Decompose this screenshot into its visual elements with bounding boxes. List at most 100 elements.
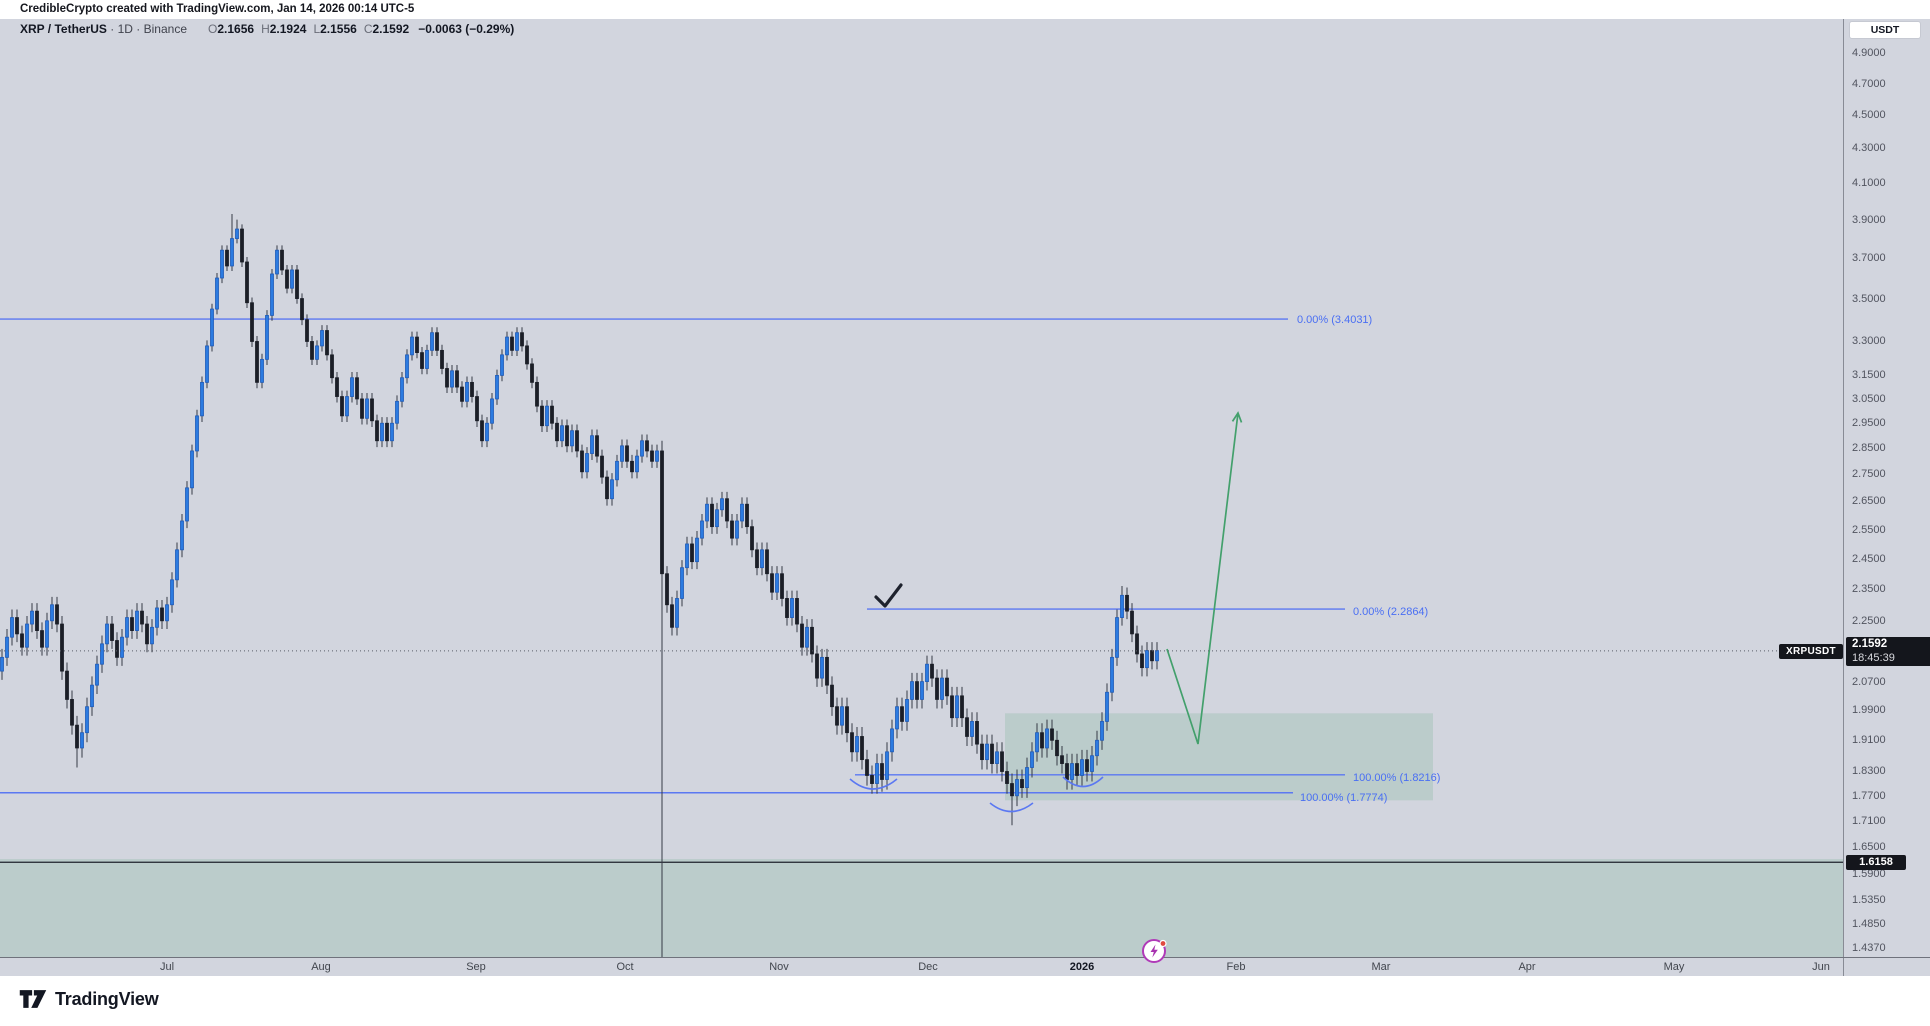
time-tick: Jul — [159, 961, 175, 973]
candle-down — [440, 349, 444, 369]
candle-up — [775, 573, 779, 593]
candle-up — [940, 677, 944, 700]
arc-drawing[interactable] — [989, 802, 1034, 813]
fib-retracement-lines[interactable] — [0, 318, 1345, 794]
candle-down — [930, 663, 934, 679]
candle-up — [970, 721, 974, 737]
candle-up — [905, 699, 909, 722]
time-tick: Apr — [1518, 961, 1536, 973]
candle-up — [105, 623, 109, 645]
candle-down — [455, 370, 459, 388]
candle-up — [25, 623, 29, 648]
candle-up — [45, 620, 49, 648]
time-tick: Jun — [1812, 961, 1830, 973]
candle-down — [330, 354, 334, 379]
currency-button[interactable]: USDT — [1849, 21, 1921, 39]
candle-up — [1100, 721, 1104, 741]
candle-down — [240, 228, 244, 263]
time-tick: Sep — [466, 961, 486, 973]
candle-up — [125, 617, 129, 638]
candle-down — [70, 699, 74, 726]
candle-down — [670, 604, 674, 628]
candle-down — [1135, 633, 1139, 655]
candle-up — [1095, 739, 1099, 757]
candle-down — [575, 430, 579, 452]
price-tick: 2.2500 — [1852, 614, 1886, 627]
candle-up — [100, 643, 104, 665]
candle-down — [20, 633, 24, 648]
candle-down — [1055, 739, 1059, 757]
flash-icon[interactable] — [1140, 937, 1170, 967]
candle-up — [50, 604, 54, 622]
alert-price-label: 1.6158 — [1846, 855, 1906, 870]
candle-down — [745, 503, 749, 528]
candle-up — [165, 604, 169, 622]
candle-down — [815, 653, 819, 679]
arc-drawing[interactable] — [1062, 776, 1104, 788]
attribution-text: CredibleCrypto created with TradingView.… — [20, 3, 415, 15]
price-tick: 3.0500 — [1852, 392, 1886, 405]
arc-drawings[interactable] — [849, 776, 1104, 813]
candle-down — [950, 695, 954, 719]
candle-up — [180, 520, 184, 551]
symbol-price-label: XRPUSDT — [1779, 644, 1843, 659]
interval-label[interactable]: 1D — [117, 22, 133, 36]
bottom-band[interactable] — [0, 859, 1843, 957]
candle-up — [590, 435, 594, 454]
candle-up — [635, 455, 639, 473]
candle-up — [400, 377, 404, 402]
candle-down — [870, 775, 874, 784]
candle-up — [910, 681, 914, 700]
candle-down — [245, 261, 249, 304]
candle-down — [865, 759, 869, 776]
candle-down — [945, 677, 949, 697]
candle-up — [1120, 594, 1124, 618]
notification-dot — [1159, 939, 1167, 948]
candle-up — [265, 315, 269, 360]
tradingview-logo[interactable]: TradingView — [18, 985, 159, 1013]
highlight-zones — [0, 713, 1843, 957]
price-tick: 3.1500 — [1852, 369, 1886, 382]
candle-up — [735, 520, 739, 539]
candle-down — [780, 573, 784, 599]
time-axis-separator — [0, 957, 1930, 958]
candle-down — [755, 549, 759, 569]
candle-up — [450, 370, 454, 388]
candle-up — [895, 706, 899, 730]
candle-down — [75, 724, 79, 749]
bar-close-countdown: 18:45:39 — [1852, 652, 1895, 664]
projection-arrow-drawing[interactable] — [1166, 411, 1243, 745]
candle-up — [615, 460, 619, 481]
legend-close-key: C — [363, 22, 373, 36]
last-price-value: 2.1592 — [1852, 638, 1888, 650]
price-tick: 1.9900 — [1852, 704, 1886, 717]
candle-down — [725, 498, 729, 522]
chart-legend[interactable]: XRP / TetherUS · 1D · Binance O2.1656 H2.1… — [20, 22, 515, 36]
arc-drawing[interactable] — [849, 778, 898, 790]
price-tick: 2.7500 — [1852, 468, 1886, 481]
candle-up — [1110, 656, 1114, 693]
candle-up — [1105, 691, 1109, 722]
candle-up — [820, 656, 824, 679]
candle-up — [260, 358, 264, 383]
price-tick: 1.4850 — [1852, 917, 1886, 930]
legend-open-value: 2.1656 — [217, 22, 255, 36]
candle-down — [1085, 759, 1089, 772]
candle-down — [65, 670, 69, 700]
candle-up — [200, 381, 204, 417]
demand-box[interactable] — [1005, 713, 1433, 801]
legend-high-key: H — [261, 22, 270, 36]
symbol-name[interactable]: XRP / TetherUS — [20, 22, 107, 36]
candle-up — [215, 277, 219, 310]
candle-up — [395, 400, 399, 424]
candle-down — [785, 598, 789, 618]
candle-up — [1025, 767, 1029, 789]
checkmark-drawing[interactable] — [874, 583, 903, 608]
candle-up — [270, 273, 274, 316]
candle-down — [475, 396, 479, 422]
candle-down — [1050, 728, 1054, 741]
candle-up — [885, 751, 889, 780]
candle-up — [490, 398, 494, 424]
candle-up — [560, 425, 564, 442]
